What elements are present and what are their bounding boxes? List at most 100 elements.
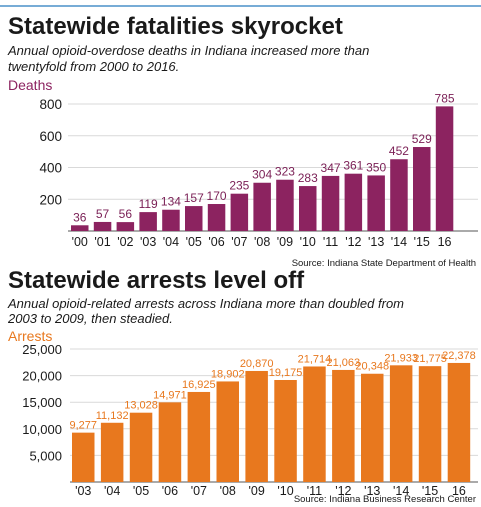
arrests-bar: [332, 369, 355, 482]
fatalities-bars: [71, 106, 454, 231]
arrests-y-tick-label: 20,000: [22, 369, 62, 384]
arrests-subtitle-line-2: 2003 to 2009, then steadied.: [7, 311, 173, 326]
arrests-title: Statewide arrests level off: [8, 267, 305, 294]
arrests-y-tick-label: 5,000: [29, 448, 62, 463]
arrests-value-label: 20,348: [355, 361, 389, 373]
fatalities-x-tick-label: '07: [231, 235, 247, 249]
fatalities-value-label: 361: [343, 159, 363, 173]
fatalities-bar: [299, 186, 317, 231]
arrests-value-label: 21,933: [384, 352, 418, 364]
fatalities-title: Statewide fatalities skyrocket: [8, 13, 343, 40]
arrests-x-tick-label: '13: [364, 484, 380, 498]
arrests-value-label: 14,971: [153, 389, 187, 401]
arrests-bar: [245, 370, 268, 482]
arrests-x-tick-label: '09: [249, 484, 265, 498]
fatalities-bar: [116, 222, 135, 231]
arrests-value-label: 9,277: [69, 420, 97, 432]
fatalities-bar: [413, 147, 431, 231]
arrests-bar: [447, 362, 471, 482]
fatalities-value-label: 529: [412, 132, 432, 146]
fatalities-bar: [253, 182, 271, 231]
fatalities-x-tick-label: '00: [72, 235, 88, 249]
fatalities-bar: [435, 106, 454, 231]
fatalities-value-label: 785: [435, 91, 455, 105]
arrests-value-label: 20,870: [240, 358, 274, 370]
fatalities-x-tick-label: '04: [163, 235, 179, 249]
arrests-value-label: 11,132: [96, 410, 129, 422]
fatalities-bar: [390, 159, 408, 231]
arrests-bars: [72, 362, 471, 482]
fatalities-source: Source: Indiana State Department of Heal…: [292, 258, 476, 269]
fatalities-y-tick-label: 600: [39, 129, 62, 144]
fatalities-x-tick-label: '11: [323, 235, 338, 249]
arrests-x-tick-label: '10: [277, 484, 293, 498]
fatalities-chart: Statewide fatalities skyrocket Annual op…: [7, 13, 478, 269]
fatalities-x-tick-label: '08: [254, 235, 270, 249]
fatalities-value-label: 36: [73, 210, 87, 224]
arrests-value-label: 18,902: [211, 368, 245, 380]
fatalities-bar: [207, 204, 226, 231]
fatalities-bar: [230, 193, 249, 231]
arrests-x-tick-label: '12: [335, 484, 351, 498]
arrests-x-tick-label: '08: [220, 484, 236, 498]
fatalities-bar: [344, 173, 363, 231]
fatalities-x-tick-label: '09: [277, 235, 293, 249]
arrests-x-tick-label: '15: [422, 484, 438, 498]
fatalities-x-tick-label: '15: [414, 235, 430, 249]
arrests-x-tick-label: '14: [393, 484, 409, 498]
fatalities-value-label: 119: [139, 197, 158, 211]
arrests-bar: [418, 366, 442, 482]
fatalities-value-label: 57: [96, 207, 110, 221]
arrests-bar: [100, 422, 124, 482]
fatalities-y-tick-label: 800: [39, 97, 62, 112]
arrests-bar: [187, 391, 211, 482]
arrests-bar: [158, 402, 182, 482]
fatalities-x-tick-label: '01: [94, 235, 110, 249]
arrests-x-tick-label: '07: [191, 484, 207, 498]
arrests-source: Source: Indiana Business Research Center: [294, 494, 476, 505]
arrests-subtitle-line-1: Annual opioid-related arrests across Ind…: [7, 296, 404, 311]
fatalities-y-tick-label: 200: [39, 192, 62, 207]
arrests-chart: Statewide arrests level off Annual opioi…: [7, 267, 478, 505]
arrests-bar: [216, 381, 239, 482]
fatalities-x-tick-label: 16: [438, 235, 452, 249]
fatalities-y-tick-label: 400: [39, 161, 62, 176]
fatalities-bar: [321, 175, 340, 231]
arrests-bar: [389, 365, 413, 482]
fatalities-bar: [185, 206, 203, 231]
arrests-x-tick-label: '11: [307, 484, 322, 498]
fatalities-value-label: 134: [161, 195, 181, 209]
fatalities-subtitle-line-2: twentyfold from 2000 to 2016.: [8, 59, 179, 74]
arrests-value-label: 16,925: [182, 379, 216, 391]
arrests-value-label: 21,775: [413, 353, 447, 365]
arrests-value-labels: 9,27711,13213,02814,97116,92518,90220,87…: [69, 350, 475, 432]
fatalities-x-tick-label: '05: [186, 235, 202, 249]
fatalities-value-label: 235: [229, 179, 249, 193]
fatalities-y-axis-label: Deaths: [8, 77, 52, 93]
fatalities-gridlines: [68, 103, 478, 232]
arrests-bar: [72, 432, 95, 482]
arrests-y-axis-label: Arrests: [8, 328, 52, 344]
arrests-y-tick-label: 10,000: [22, 422, 62, 437]
fatalities-value-label: 283: [298, 171, 318, 185]
fatalities-x-tick-label: '12: [345, 235, 361, 249]
fatalities-value-label: 323: [275, 165, 295, 179]
arrests-x-tick-label: '06: [162, 484, 178, 498]
fatalities-x-ticks: '00 '01 '02 '03 '04 '05 '06 '07 '08 '09 '10 '11 '12 '…: [72, 235, 452, 249]
fatalities-bar: [93, 221, 112, 231]
arrests-y-tick-label: 15,000: [22, 395, 62, 410]
arrests-value-label: 21,063: [327, 357, 361, 369]
fatalities-bar: [162, 209, 180, 231]
arrests-bar: [274, 379, 297, 482]
arrests-value-label: 21,714: [298, 353, 332, 365]
arrests-bar: [361, 373, 384, 482]
fatalities-bar: [276, 179, 294, 231]
fatalities-x-tick-label: '13: [368, 235, 384, 249]
arrests-value-label: 19,175: [269, 367, 303, 379]
fatalities-value-label: 157: [184, 191, 204, 205]
fatalities-x-tick-label: '10: [300, 235, 316, 249]
fatalities-value-label: 56: [119, 207, 133, 221]
fatalities-value-label: 347: [321, 161, 341, 175]
